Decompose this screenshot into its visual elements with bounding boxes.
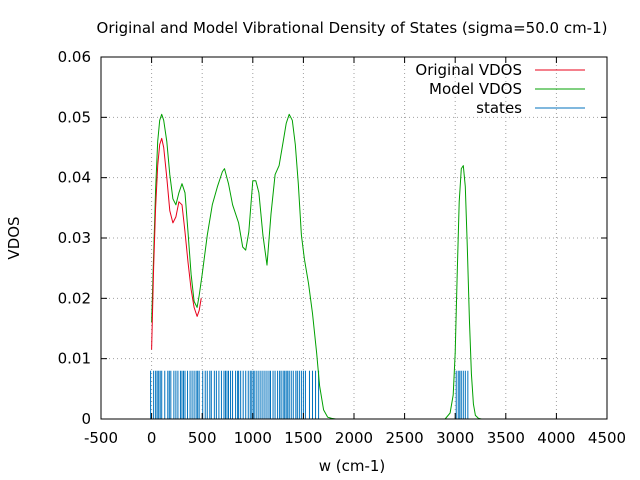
y-tick-label: 0.03: [58, 229, 91, 247]
grid: [101, 57, 607, 419]
x-tick-label: 4500: [588, 429, 626, 447]
x-tick-label: 500: [188, 429, 217, 447]
x-tick-label: 3500: [487, 429, 525, 447]
x-tick-label: -500: [84, 429, 118, 447]
x-tick-label: 3000: [436, 429, 474, 447]
x-tick-label: 2000: [335, 429, 373, 447]
x-tick-label: 1500: [284, 429, 322, 447]
y-tick-label: 0.05: [58, 108, 91, 126]
x-tick-label: 2500: [386, 429, 424, 447]
y-axis-label: VDOS: [5, 216, 23, 259]
y-tick-label: 0.04: [58, 169, 91, 187]
plot-series: [150, 113, 607, 420]
y-tick-label: 0.02: [58, 289, 91, 307]
chart-title: Original and Model Vibrational Density o…: [97, 19, 608, 37]
model-vdos-line: [151, 113, 607, 420]
legend-original-vdos-label: Original VDOS: [415, 61, 522, 79]
y-tick-label: 0.06: [58, 48, 91, 66]
x-axis-label: w (cm-1): [319, 457, 386, 475]
legend-model-vdos-label: Model VDOS: [429, 80, 522, 98]
x-tick-label: 0: [147, 429, 157, 447]
x-tick-label: 4000: [537, 429, 575, 447]
original-vdos-line: [151, 137, 202, 350]
y-tick-label: 0.01: [58, 350, 91, 368]
axes: -500 0 500 1000 1500 2000 2500 3000 3500 4000 4500…: [58, 48, 627, 447]
legend-states-label: states: [476, 99, 522, 117]
x-tick-label: 1000: [234, 429, 272, 447]
y-tick-label: 0: [81, 410, 91, 428]
